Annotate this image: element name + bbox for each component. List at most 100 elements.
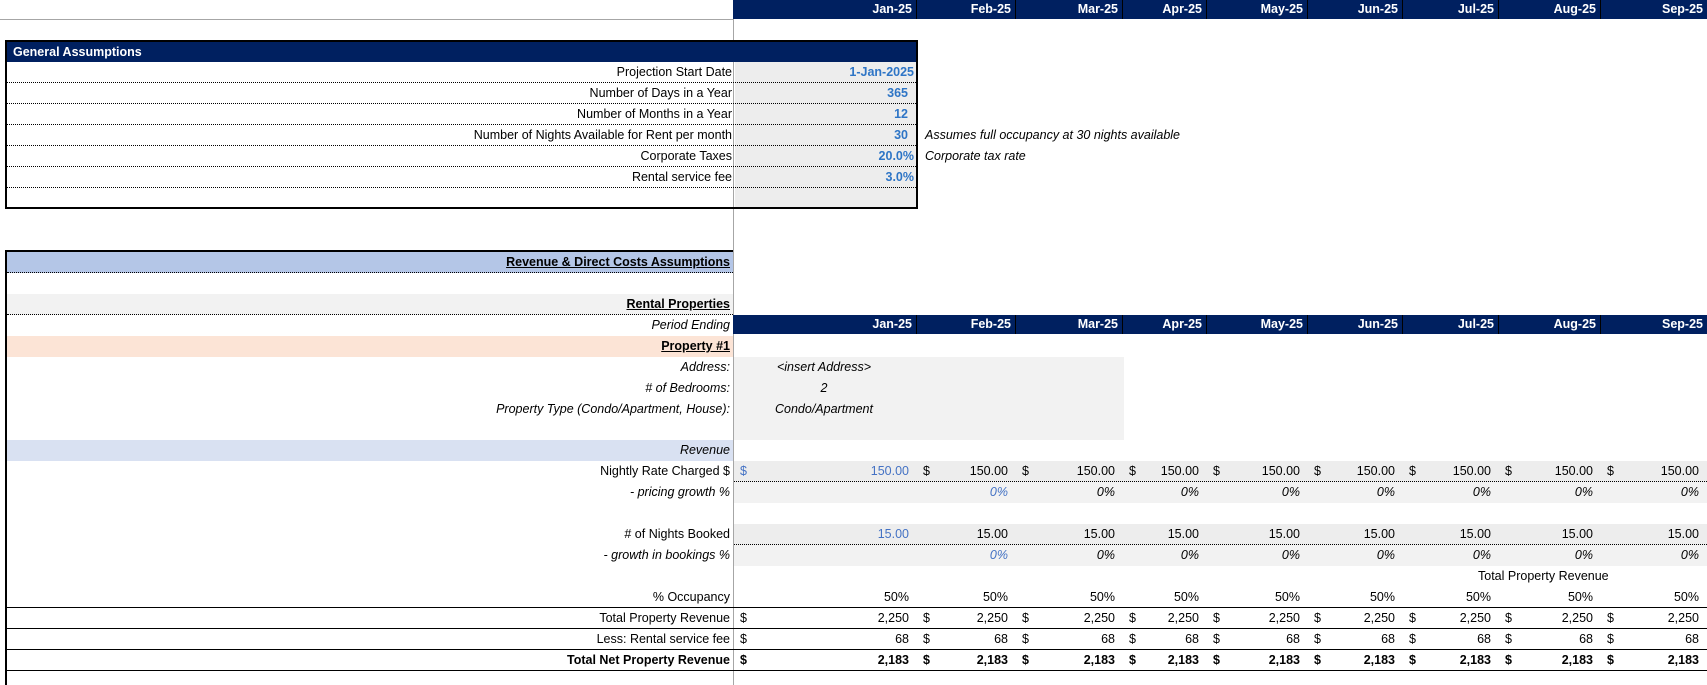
- nights-booked-cell: 15.00: [1667, 527, 1699, 541]
- currency-symbol: $: [923, 464, 930, 478]
- pricing-growth-cell: 0%: [1096, 485, 1115, 499]
- nights-booked-label: # of Nights Booked: [624, 527, 730, 541]
- nightly-rate-cell: 150.00: [1452, 464, 1491, 478]
- bookings-growth-cell: [734, 545, 917, 566]
- assumption-label: Number of Days in a Year: [7, 83, 734, 104]
- nights-booked-cell: 15.00: [976, 527, 1008, 541]
- nights-booked-cell: 15.00: [1363, 527, 1395, 541]
- assumption-input[interactable]: 30: [735, 125, 916, 146]
- total-revenue-cell: 2,250: [1268, 611, 1300, 625]
- assumption-row: Corporate Taxes 20.0%: [7, 146, 916, 167]
- pricing-growth-cell: 0%: [1574, 485, 1593, 499]
- currency-symbol: $: [1505, 653, 1512, 667]
- row-border: [7, 607, 1707, 608]
- month-header: Aug-25: [1499, 0, 1601, 19]
- general-assumptions-panel: General Assumptions Projection Start Dat…: [5, 40, 918, 209]
- occupancy-row: % Occupancy: [7, 587, 733, 608]
- nightly-rate-cell[interactable]: 150.00: [870, 464, 909, 478]
- bookings-growth-cell[interactable]: 0%: [989, 548, 1008, 562]
- nightly-rate-cell: 150.00: [1356, 464, 1395, 478]
- nights-booked-cell: 15.00: [1459, 527, 1491, 541]
- nights-booked-cell: 15.00: [1083, 527, 1115, 541]
- nights-booked-band: [734, 524, 1707, 545]
- assumption-row: Number of Days in a Year 365: [7, 83, 916, 104]
- bedrooms-input[interactable]: 2: [820, 381, 828, 395]
- freeze-pane-divider: [733, 19, 734, 685]
- nightly-rate-cell: 150.00: [1261, 464, 1300, 478]
- assumption-input[interactable]: 12: [735, 104, 916, 125]
- nights-booked-cell: 15.00: [1561, 527, 1593, 541]
- assumption-input[interactable]: 3.0%: [735, 167, 916, 188]
- service-fee-label: Less: Rental service fee: [596, 632, 730, 646]
- currency-symbol: $: [740, 611, 747, 625]
- bookings-growth-label: - growth in bookings %: [603, 548, 730, 562]
- assumption-input[interactable]: [735, 188, 916, 207]
- bookings-growth-cell: 0%: [1472, 548, 1491, 562]
- property-detail-row: # of Bedrooms:: [7, 378, 733, 399]
- assumption-input[interactable]: 20.0%: [735, 146, 916, 167]
- subsection-band: Rental Properties: [7, 294, 733, 315]
- month-header: Sep-25: [1662, 317, 1703, 331]
- occupancy-cell: 50%: [1089, 590, 1115, 604]
- currency-symbol: $: [1129, 611, 1136, 625]
- divider: [0, 19, 733, 20]
- assumption-row: Number of Months in a Year 12: [7, 104, 916, 125]
- currency-symbol: $: [1129, 464, 1136, 478]
- net-revenue-row: Total Net Property Revenue: [7, 650, 733, 671]
- service-fee-cell: 68: [1101, 632, 1115, 646]
- bookings-growth-cell: 0%: [1680, 548, 1699, 562]
- occupancy-label: % Occupancy: [652, 590, 730, 604]
- month-header: Feb-25: [917, 315, 1016, 334]
- nightly-rate-row: Nightly Rate Charged $: [7, 461, 733, 482]
- month-header: Jul-25: [1403, 0, 1499, 19]
- nightly-rate-cell: 150.00: [1076, 464, 1115, 478]
- currency-symbol: $: [1409, 464, 1416, 478]
- nights-booked-cell[interactable]: 15.00: [877, 527, 909, 541]
- month-header: Jan-25: [733, 0, 917, 19]
- pricing-growth-cell: 0%: [1680, 485, 1699, 499]
- address-input[interactable]: <insert Address>: [776, 360, 872, 374]
- net-revenue-cell: 2,183: [1083, 653, 1115, 667]
- assumption-label: Corporate Taxes: [7, 146, 734, 167]
- total-revenue-cell: 2,250: [877, 611, 909, 625]
- month-header: Mar-25: [1016, 0, 1123, 19]
- revenue-label: Revenue: [679, 443, 730, 457]
- occupancy-cell: 50%: [1274, 590, 1300, 604]
- month-header: Jun-25: [1308, 0, 1403, 19]
- currency-symbol: $: [1314, 464, 1321, 478]
- net-revenue-label: Total Net Property Revenue: [566, 653, 730, 667]
- section-title: General Assumptions: [7, 42, 916, 62]
- service-fee-row: Less: Rental service fee: [7, 629, 733, 650]
- currency-symbol: $: [1314, 611, 1321, 625]
- net-revenue-cell: 2,183: [976, 653, 1008, 667]
- currency-symbol: $: [1409, 611, 1416, 625]
- property-detail-row: Property Type (Condo/Apartment, House):: [7, 399, 733, 420]
- assumption-label: Number of Nights Available for Rent per …: [7, 125, 734, 146]
- total-revenue-cell: 2,250: [1667, 611, 1699, 625]
- occupancy-cell: 50%: [883, 590, 909, 604]
- bookings-growth-cell: 0%: [1180, 548, 1199, 562]
- property-detail-row: Address:: [7, 357, 733, 378]
- occupancy-cell: 50%: [1465, 590, 1491, 604]
- assumption-input[interactable]: 1-Jan-2025: [735, 62, 916, 83]
- currency-symbol: $: [740, 632, 747, 646]
- total-revenue-cell: 2,250: [1083, 611, 1115, 625]
- pricing-growth-cell[interactable]: 0%: [989, 485, 1008, 499]
- month-header: Jan-25: [733, 315, 917, 334]
- bookings-growth-cell: 0%: [1376, 548, 1395, 562]
- property-type-input[interactable]: Condo/Apartment: [775, 402, 873, 416]
- pricing-growth-cell: 0%: [1180, 485, 1199, 499]
- service-fee-cell: 68: [1579, 632, 1593, 646]
- currency-symbol: $: [1607, 653, 1614, 667]
- total-revenue-cell: 2,250: [1459, 611, 1491, 625]
- net-revenue-cell: 2,183: [877, 653, 909, 667]
- month-header: May-25: [1207, 315, 1308, 334]
- nightly-rate-cell: 150.00: [1554, 464, 1593, 478]
- property-title: Property #1: [661, 339, 730, 353]
- currency-symbol: $: [1213, 653, 1220, 667]
- occupancy-cell: 50%: [1173, 590, 1199, 604]
- section-border: [5, 250, 7, 685]
- bookings-growth-cell: 0%: [1096, 548, 1115, 562]
- assumption-input[interactable]: 365: [735, 83, 916, 104]
- nightly-rate-cell: 150.00: [969, 464, 1008, 478]
